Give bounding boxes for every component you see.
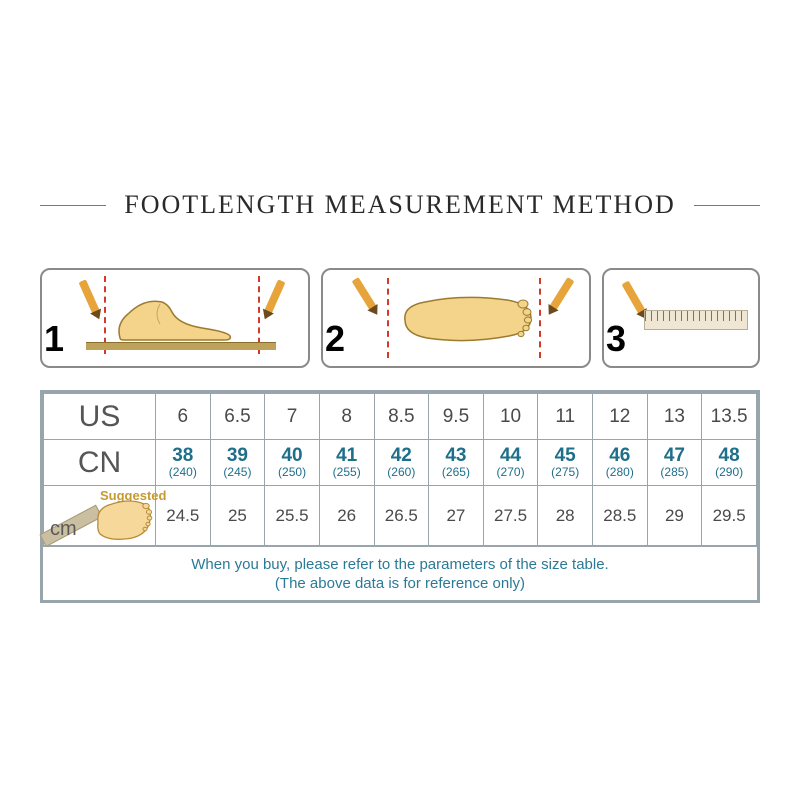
cm-label: cm [50, 518, 77, 541]
pencil-icon [550, 277, 575, 310]
cell-cn: 48(290) [702, 440, 757, 486]
cell-us: 7 [265, 394, 320, 440]
note-line-2: (The above data is for reference only) [275, 575, 525, 592]
cell-cn: 44(270) [483, 440, 538, 486]
step-2-number: 2 [325, 318, 345, 360]
cell-cm: 29 [647, 486, 702, 546]
floor-board-icon [86, 342, 276, 350]
note-line-1: When you buy, please refer to the parame… [191, 556, 608, 573]
cell-us: 9.5 [429, 394, 484, 440]
step-2-illustration [357, 276, 567, 360]
title-rule-left [40, 205, 106, 206]
footer-note: When you buy, please refer to the parame… [43, 546, 757, 600]
cell-cm: 26 [319, 486, 374, 546]
guide-line-icon [539, 278, 541, 358]
step-box-2: 2 [321, 268, 591, 368]
cell-cm: 28 [538, 486, 593, 546]
cell-cn: 40(250) [265, 440, 320, 486]
cell-cm: 28.5 [593, 486, 648, 546]
foot-side-icon [114, 294, 234, 342]
cell-us: 6 [156, 394, 211, 440]
title-row: FOOTLENGTH MEASUREMENT METHOD [40, 190, 760, 220]
pencil-icon [622, 281, 646, 314]
cell-us: 11 [538, 394, 593, 440]
page-title: FOOTLENGTH MEASUREMENT METHOD [106, 190, 694, 220]
cell-cm: 29.5 [702, 486, 757, 546]
cell-cn: 38(240) [156, 440, 211, 486]
cell-us: 13.5 [702, 394, 757, 440]
step-1-illustration [76, 276, 286, 360]
table-row-us: US 6 6.5 7 8 8.5 9.5 10 11 12 13 13.5 [44, 394, 757, 440]
cell-cn: 43(265) [429, 440, 484, 486]
foot-top-icon [92, 496, 154, 542]
cell-cn: 47(285) [647, 440, 702, 486]
ruler-icon [644, 310, 748, 330]
size-table: US 6 6.5 7 8 8.5 9.5 10 11 12 13 13.5 CN… [40, 390, 760, 603]
cell-cm: 27 [429, 486, 484, 546]
step-1-number: 1 [44, 318, 64, 360]
guide-line-icon [387, 278, 389, 358]
pencil-icon [79, 279, 100, 313]
cell-cn: 46(280) [593, 440, 648, 486]
cell-us: 6.5 [210, 394, 265, 440]
cell-cn: 39(245) [210, 440, 265, 486]
cell-us: 8 [319, 394, 374, 440]
cell-cn: 45(275) [538, 440, 593, 486]
step-3-illustration [638, 276, 750, 360]
steps-row: 1 2 [40, 268, 760, 368]
step-box-3: 3 [602, 268, 760, 368]
row-header-cn: CN [44, 440, 156, 486]
step-box-1: 1 [40, 268, 310, 368]
table-row-cm: Suggested cm 24.5 25 25.5 26 26.5 27 27.… [44, 486, 757, 546]
cell-us: 13 [647, 394, 702, 440]
pencil-icon [352, 277, 377, 310]
pencil-icon [264, 279, 285, 313]
cell-us: 12 [593, 394, 648, 440]
cell-us: 8.5 [374, 394, 429, 440]
foot-top-icon [397, 292, 537, 344]
cell-cm: 26.5 [374, 486, 429, 546]
step-3-number: 3 [606, 318, 626, 360]
cell-us: 10 [483, 394, 538, 440]
row-header-us: US [44, 394, 156, 440]
cell-cn: 41(255) [319, 440, 374, 486]
title-rule-right [694, 205, 760, 206]
cell-cm: 27.5 [483, 486, 538, 546]
table-row-cn: CN 38(240) 39(245) 40(250) 41(255) 42(26… [44, 440, 757, 486]
row-header-cm: Suggested cm [44, 486, 156, 546]
cell-cn: 42(260) [374, 440, 429, 486]
cell-cm: 24.5 [156, 486, 211, 546]
cell-cm: 25 [210, 486, 265, 546]
cell-cm: 25.5 [265, 486, 320, 546]
ruler-ticks-icon [645, 311, 747, 321]
